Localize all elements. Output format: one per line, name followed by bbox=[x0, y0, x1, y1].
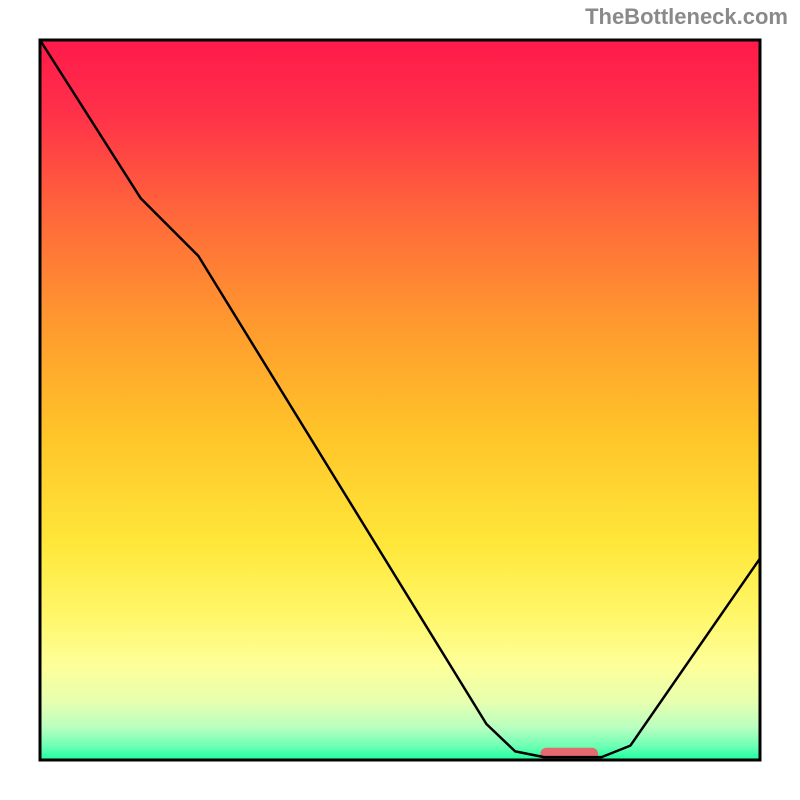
bottleneck-chart bbox=[0, 0, 800, 800]
chart-container: { "watermark": { "text": "TheBottleneck.… bbox=[0, 0, 800, 800]
plot-background bbox=[40, 40, 760, 760]
watermark-text: TheBottleneck.com bbox=[585, 4, 788, 30]
